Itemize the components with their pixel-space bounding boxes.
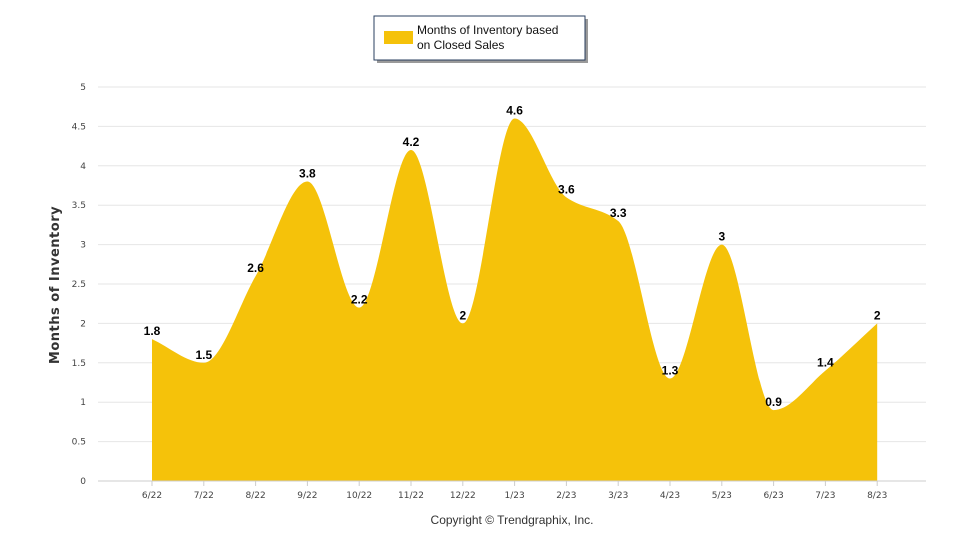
legend-label-line-2: on Closed Sales <box>417 38 504 52</box>
legend-label-line-1: Months of Inventory based <box>417 23 558 37</box>
y-axis-title: Months of Inventory <box>48 206 63 364</box>
data-label: 1.5 <box>195 348 212 362</box>
y-tick-label: 1 <box>80 398 86 408</box>
data-label: 1.4 <box>817 356 834 370</box>
data-label: 0.9 <box>765 395 782 409</box>
y-tick-label: 2 <box>80 319 86 329</box>
y-tick-label: 3.5 <box>72 201 86 211</box>
y-tick-label: 4 <box>80 162 86 172</box>
area-fill <box>152 118 878 482</box>
x-tick-label: 6/23 <box>763 491 783 501</box>
area-series <box>152 118 878 482</box>
x-tick-label: 12/22 <box>450 491 476 501</box>
data-label: 3.6 <box>558 182 575 196</box>
x-tick-label: 6/22 <box>142 491 162 501</box>
legend-swatch <box>384 31 413 44</box>
x-tick-label: 10/22 <box>346 491 372 501</box>
y-tick-label: 0 <box>80 477 86 487</box>
x-tick-label: 11/22 <box>398 491 424 501</box>
y-tick-label: 2.5 <box>72 280 86 290</box>
data-label: 4.6 <box>506 104 523 118</box>
x-tick-label: 9/22 <box>297 491 317 501</box>
data-label: 2.6 <box>247 261 264 275</box>
data-label: 3.3 <box>610 206 627 220</box>
data-labels: 1.8 1.5 2.6 3.8 2.2 4.2 2 4.6 3.6 3.3 1.3 3 0.9 1.4 2 <box>144 104 881 410</box>
data-label: 3.8 <box>299 167 316 181</box>
x-axis: 6/22 7/22 8/22 9/22 10/22 11/22 12/22 1/23 2/23 3… <box>98 480 926 501</box>
x-tick-label: 7/23 <box>815 491 835 501</box>
data-label: 2 <box>459 308 466 322</box>
x-tick-label: 8/23 <box>867 491 887 501</box>
x-tick-label: 1/23 <box>504 491 524 501</box>
data-label: 1.8 <box>144 324 161 338</box>
y-tick-label: 5 <box>80 83 86 93</box>
copyright-text: Copyright © Trendgraphix, Inc. <box>431 513 594 527</box>
x-tick-label: 7/22 <box>194 491 214 501</box>
data-label: 2.2 <box>351 293 368 307</box>
legend[interactable]: Months of Inventory based on Closed Sale… <box>373 15 588 63</box>
y-tick-label: 3 <box>80 241 86 251</box>
data-label: 1.3 <box>662 364 679 378</box>
y-axis: 0 0.5 1 1.5 2 2.5 3 3.5 4 4.5 5 <box>72 83 87 487</box>
x-tick-label: 5/23 <box>712 491 732 501</box>
x-tick-label: 3/23 <box>608 491 628 501</box>
data-label: 3 <box>718 230 725 244</box>
y-tick-label: 0.5 <box>72 438 86 448</box>
x-tick-label: 2/23 <box>556 491 576 501</box>
x-tick-label: 4/23 <box>660 491 680 501</box>
y-tick-label: 4.5 <box>72 122 86 132</box>
y-tick-label: 1.5 <box>72 359 86 369</box>
x-tick-label: 8/22 <box>245 491 265 501</box>
data-label: 2 <box>874 308 881 322</box>
data-label: 4.2 <box>403 135 420 149</box>
